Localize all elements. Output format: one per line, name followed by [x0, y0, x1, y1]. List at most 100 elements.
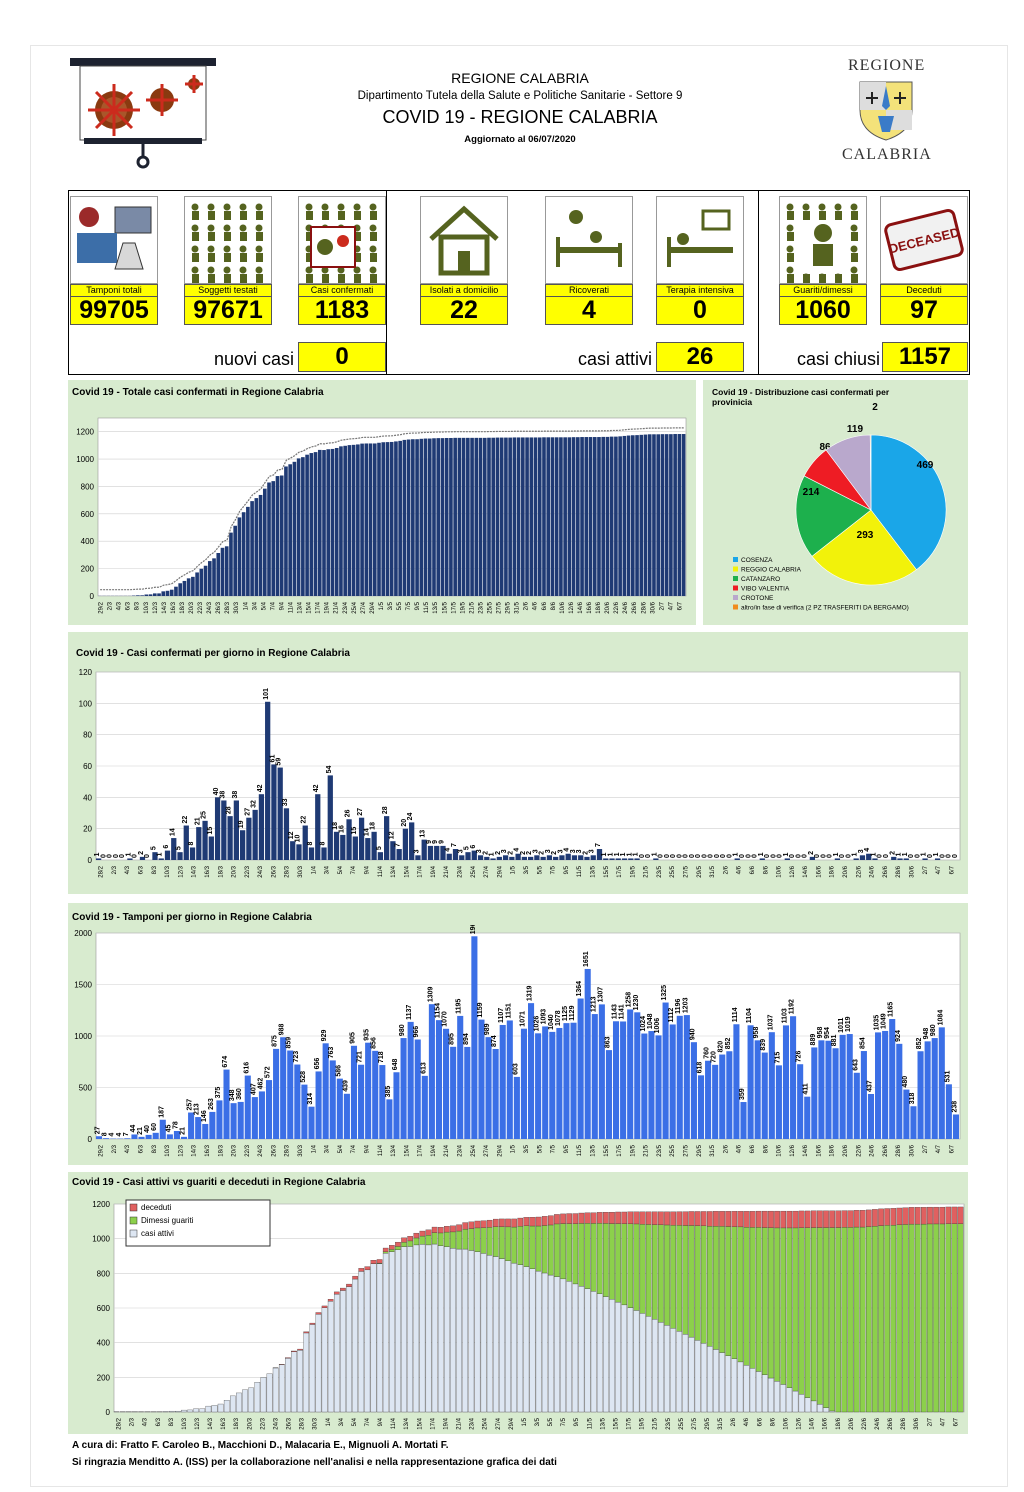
daily-case-value-label: 1 — [94, 852, 101, 856]
daily-test-bar — [860, 1051, 867, 1139]
x-tick-label: 14/3 — [192, 1144, 198, 1156]
recovered-bar — [945, 1223, 952, 1413]
daily-test-value-label: 874 — [491, 1035, 498, 1047]
daily-test-value-label: 1213 — [590, 996, 597, 1012]
cumulative-bar — [377, 442, 381, 596]
daily-test-value-label: 4 — [116, 1133, 123, 1137]
x-tick-label: 6/6 — [750, 1144, 756, 1153]
daily-case-value-label: 38 — [219, 791, 226, 799]
deaths-bar — [560, 1213, 566, 1224]
daily-case-bar — [534, 855, 540, 860]
daily-case-value-label: 0 — [714, 854, 721, 858]
daily-case-bar — [258, 794, 265, 860]
deaths-bar — [456, 1224, 462, 1232]
x-tick-label: 21/5 — [653, 1417, 659, 1429]
deaths-bar — [340, 1287, 346, 1291]
daily-test-value-label: 1192 — [789, 999, 796, 1014]
x-tick-label: 3/4 — [252, 601, 258, 610]
recovered-bar — [823, 1227, 829, 1408]
daily-test-bar — [145, 1134, 152, 1139]
x-tick-label: 25/4 — [471, 865, 477, 877]
daily-test-bar — [499, 1024, 506, 1139]
daily-test-value-label: 8 — [102, 1132, 109, 1136]
active-bar — [548, 1274, 554, 1413]
daily-case-bar — [171, 838, 177, 860]
legend-label: deceduti — [141, 1203, 171, 1212]
daily-case-value-label: 1 — [157, 852, 164, 856]
cumulative-bar — [580, 437, 584, 596]
deaths-bar — [474, 1220, 481, 1229]
x-tick-label: 23/4 — [458, 865, 464, 877]
daily-case-bar — [809, 856, 815, 860]
cumulative-bar — [292, 461, 297, 596]
daily-test-value-label: 895 — [449, 1033, 456, 1045]
kpi-value: 1060 — [779, 296, 867, 325]
active-bar — [303, 1332, 310, 1413]
deaths-bar — [333, 1291, 340, 1295]
cumulative-bar — [356, 444, 360, 596]
daily-case-value-label: 3 — [545, 849, 552, 853]
daily-test-bar — [676, 1015, 683, 1139]
cumulative-bar — [652, 434, 656, 596]
deaths-bar — [492, 1218, 499, 1227]
daily-case-value-label: 0 — [802, 854, 809, 858]
daily-test-bar — [903, 1089, 910, 1139]
recovered-bar — [517, 1226, 524, 1265]
x-tick-label: 19/4 — [443, 1417, 449, 1429]
legend-label: VIBO VALENTIA — [741, 586, 790, 593]
daily-test-value-label: 146 — [201, 1110, 208, 1122]
x-tick-label: 6/7 — [953, 1417, 959, 1426]
y-tick-label: 0 — [88, 856, 93, 865]
deaths-bar — [382, 1247, 389, 1252]
active-bar — [211, 1405, 218, 1413]
daily-test-value-label: 1084 — [937, 1010, 944, 1026]
daily-case-value-label: 25 — [201, 811, 208, 819]
x-tick-label: 3/5 — [535, 1417, 541, 1426]
recovered-bar — [523, 1225, 530, 1267]
cumulative-bar — [436, 438, 441, 596]
x-tick-label: 22/3 — [260, 1417, 266, 1429]
daily-test-bar — [393, 1072, 400, 1139]
x-tick-label: 16/6 — [823, 1417, 829, 1429]
cumulative-bar — [567, 437, 572, 596]
daily-case-value-label: 4 — [514, 848, 521, 852]
deaths-bar — [835, 1210, 842, 1228]
x-tick-label: 12/3 — [178, 1144, 184, 1156]
deaths-bar — [707, 1211, 713, 1227]
new-cases-value: 0 — [298, 342, 386, 372]
active-bar — [541, 1272, 548, 1413]
daily-case-bar — [490, 858, 496, 860]
x-tick-label: 5/4 — [338, 865, 344, 874]
daily-case-value-label: 42 — [257, 784, 264, 792]
x-tick-label: 14/6 — [803, 865, 809, 877]
daily-test-bar — [223, 1069, 230, 1139]
daily-case-bar — [183, 825, 189, 860]
active-bar — [370, 1263, 377, 1413]
cumulative-bar — [660, 434, 665, 596]
y-tick-label: 2000 — [74, 929, 92, 938]
x-tick-label: 16/3 — [221, 1417, 227, 1429]
daily-case-value-label: 1 — [783, 852, 790, 856]
active-bar — [590, 1291, 597, 1413]
deaths-bar — [364, 1266, 371, 1271]
cumulative-bar — [305, 454, 309, 596]
daily-test-bar — [641, 1033, 648, 1139]
cumulative-bar — [178, 583, 183, 596]
active-bar — [444, 1246, 450, 1413]
cumulative-bar — [643, 434, 648, 596]
pie-value-label: 119 — [847, 424, 864, 435]
deaths-bar — [639, 1211, 646, 1225]
x-tick-label: 16/3 — [171, 601, 177, 613]
daily-test-bar — [931, 1038, 938, 1139]
presentation-virus-icon — [70, 58, 216, 169]
x-tick-label: 17/5 — [451, 601, 457, 613]
y-tick-label: 1000 — [92, 1235, 110, 1244]
cumulative-bar — [457, 437, 462, 596]
x-tick-label: 10/6 — [777, 865, 783, 877]
x-tick-label: 11/5 — [577, 1144, 583, 1156]
active-bar — [725, 1355, 731, 1413]
active-bar — [615, 1301, 621, 1413]
x-tick-label: 8/3 — [169, 1417, 175, 1426]
recovered-bar — [615, 1223, 621, 1303]
